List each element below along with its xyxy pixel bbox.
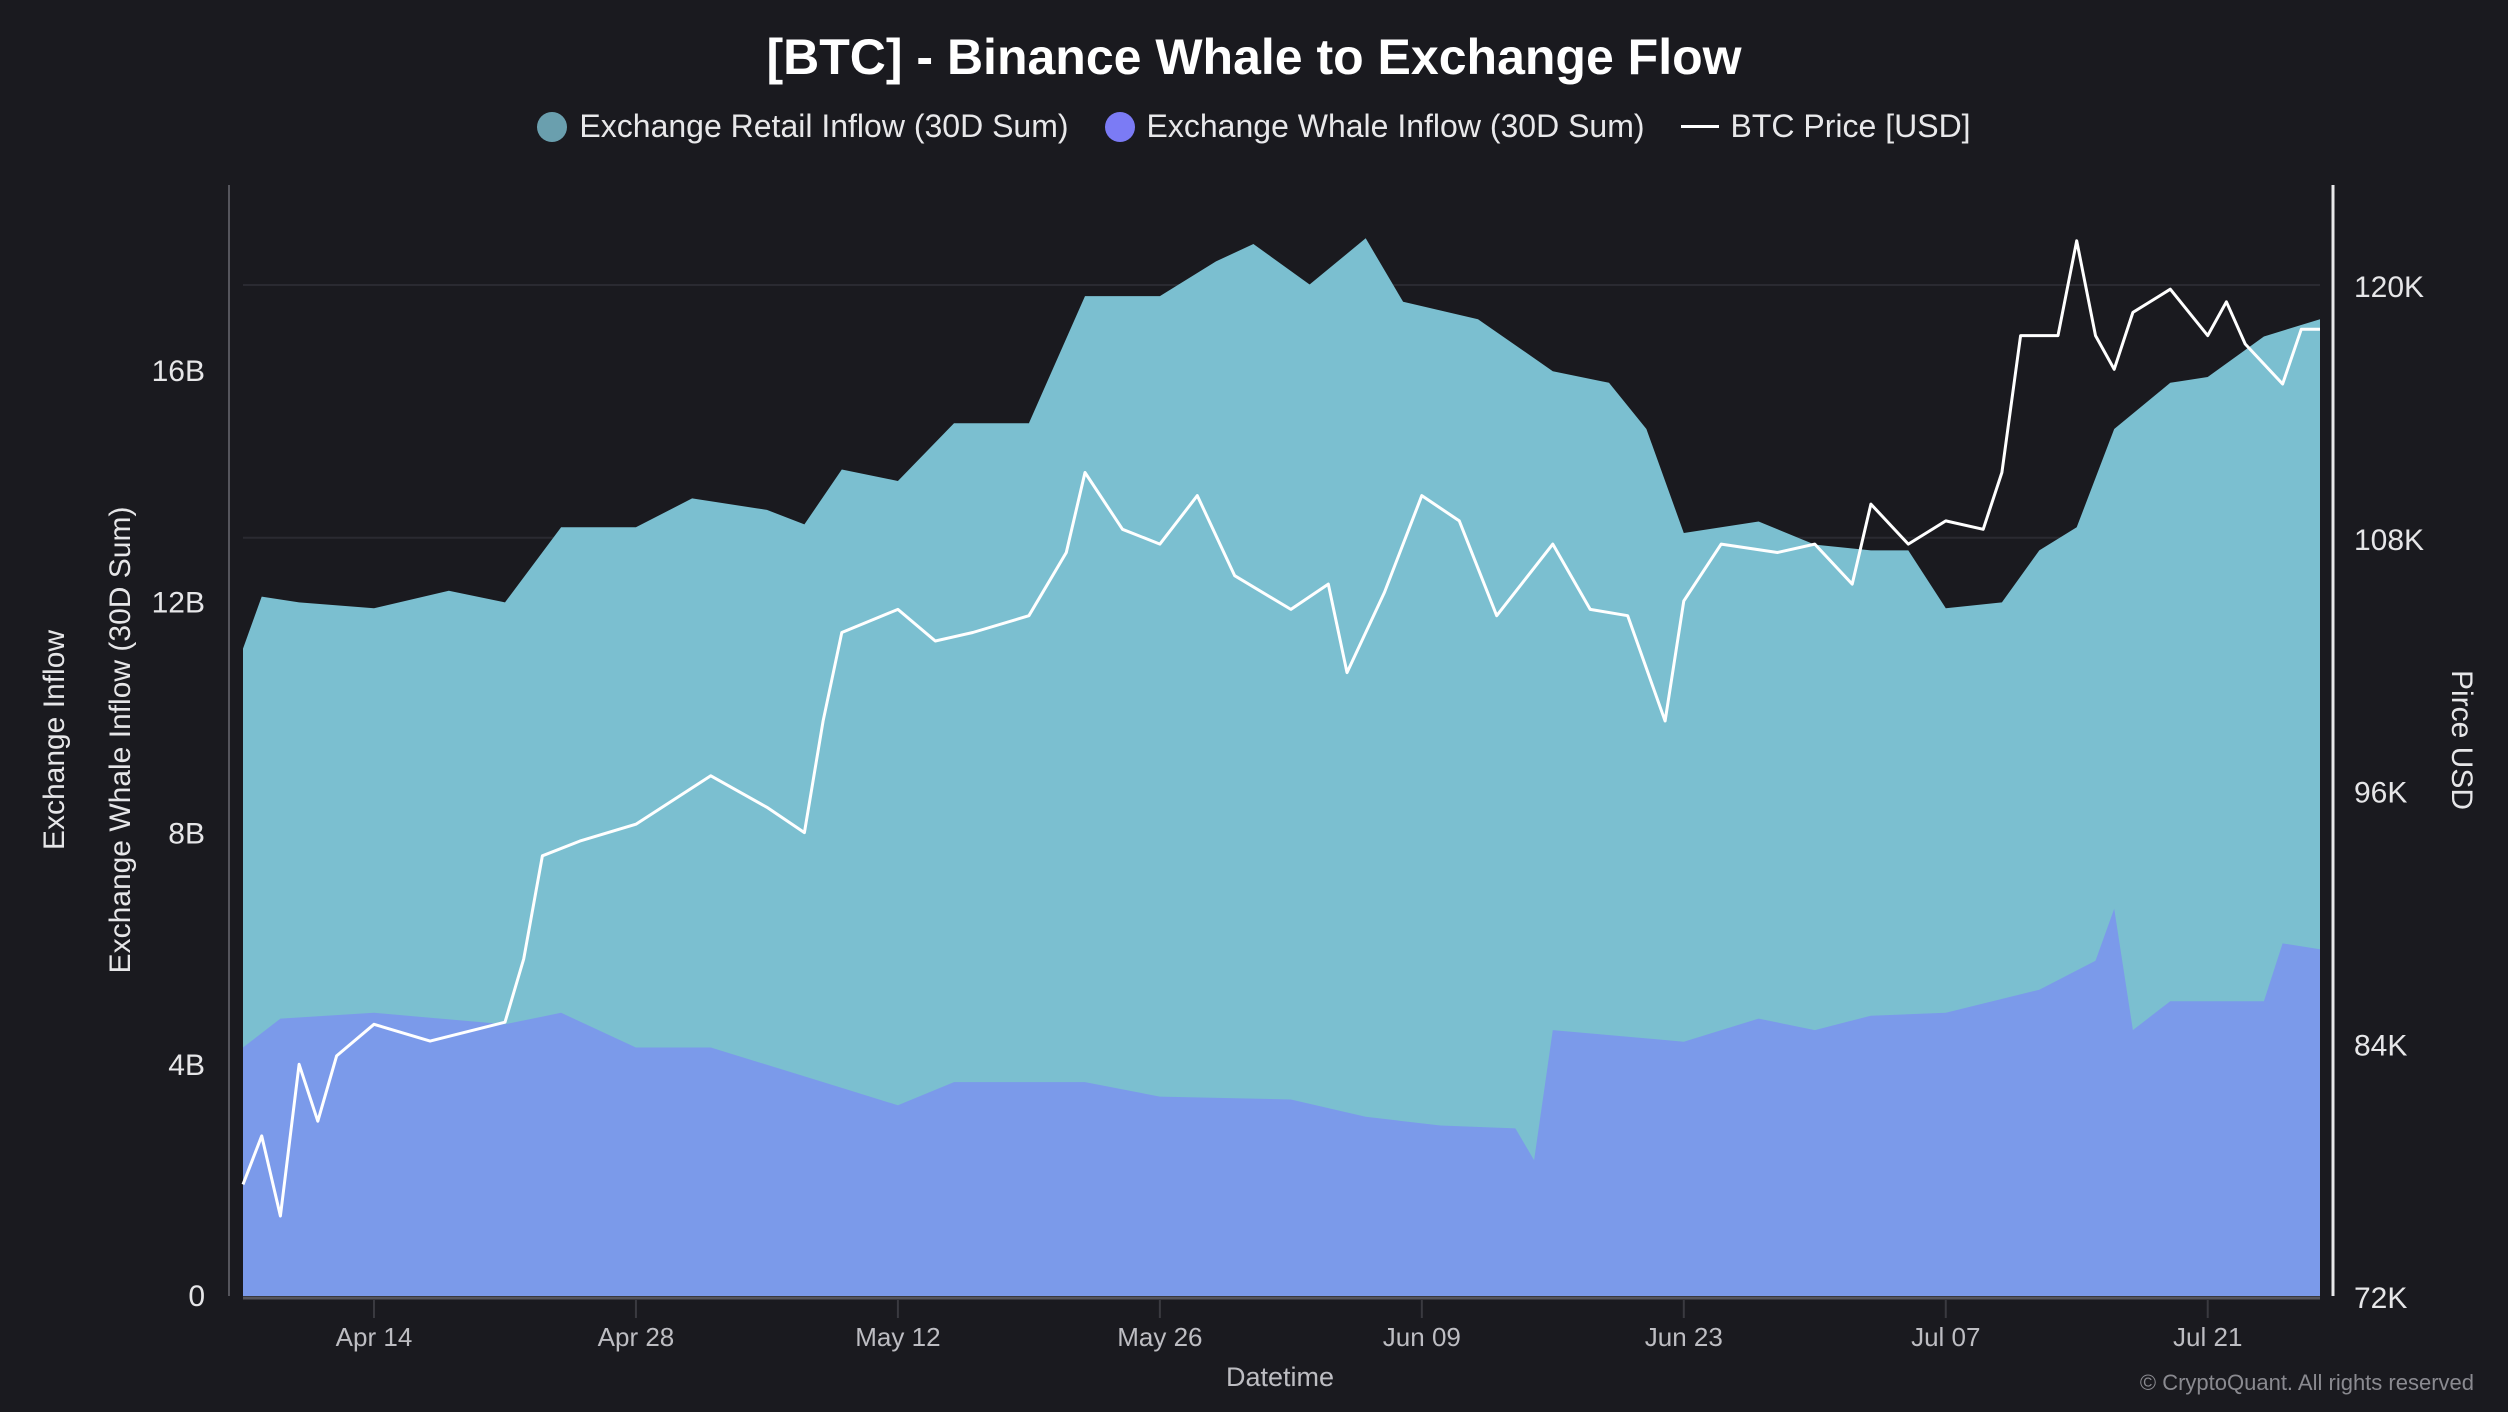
x-tick-label: Apr 28 [598, 1322, 675, 1352]
y-right-tick-label: 120K [2354, 271, 2424, 304]
y-axis-label-left: Exchange Whale Inflow (30D Sum) [104, 507, 137, 974]
price-line [241, 239, 2320, 1218]
x-tick-label: Jun 23 [1645, 1322, 1723, 1352]
y-axis-label-outer: Exchange Inflow [38, 630, 71, 850]
legend-item-whale[interactable]: Exchange Whale Inflow (30D Sum) [1104, 108, 1645, 145]
legend-label: Exchange Retail Inflow (30D Sum) [579, 108, 1069, 144]
legend-item-retail[interactable]: Exchange Retail Inflow (30D Sum) [537, 108, 1069, 145]
legend-dot-icon [537, 111, 568, 142]
x-tick-label: May 12 [855, 1322, 940, 1352]
y-left-tick-label: 0 [188, 1280, 205, 1313]
y-axis-label-right: Pirce USD [2445, 670, 2478, 810]
chart-title: [BTC] - Binance Whale to Exchange Flow [766, 29, 1742, 85]
area-series-1 [243, 908, 2320, 1296]
legend-dot-icon [1104, 111, 1135, 142]
legend-label: BTC Price [USD] [1730, 108, 1971, 144]
y-left-tick-label: 8B [168, 818, 205, 851]
y-right-tick-label: 108K [2354, 524, 2424, 557]
y-left-tick-label: 4B [168, 1049, 205, 1082]
x-tick-label: Apr 14 [336, 1322, 413, 1352]
y-right-tick-label: 72K [2354, 1282, 2407, 1315]
copyright: © CryptoQuant. All rights reserved [2140, 1370, 2474, 1395]
x-tick-label: Jul 21 [2173, 1322, 2242, 1352]
x-tick-label: Jul 07 [1911, 1322, 1980, 1352]
y-left-tick-label: 16B [152, 355, 205, 388]
legend-label: Exchange Whale Inflow (30D Sum) [1146, 108, 1645, 144]
x-tick-label: May 26 [1117, 1322, 1202, 1352]
legend: Exchange Retail Inflow (30D Sum) Exchang… [0, 108, 2508, 145]
x-axis-label: Datetime [1226, 1362, 1334, 1392]
legend-item-price[interactable]: BTC Price [USD] [1680, 108, 1971, 145]
y-right-tick-label: 84K [2354, 1029, 2407, 1062]
y-right-tick-label: 96K [2354, 777, 2407, 810]
legend-line-icon [1680, 125, 1719, 128]
y-left-tick-label: 12B [152, 586, 205, 619]
x-tick-label: Jun 09 [1383, 1322, 1461, 1352]
